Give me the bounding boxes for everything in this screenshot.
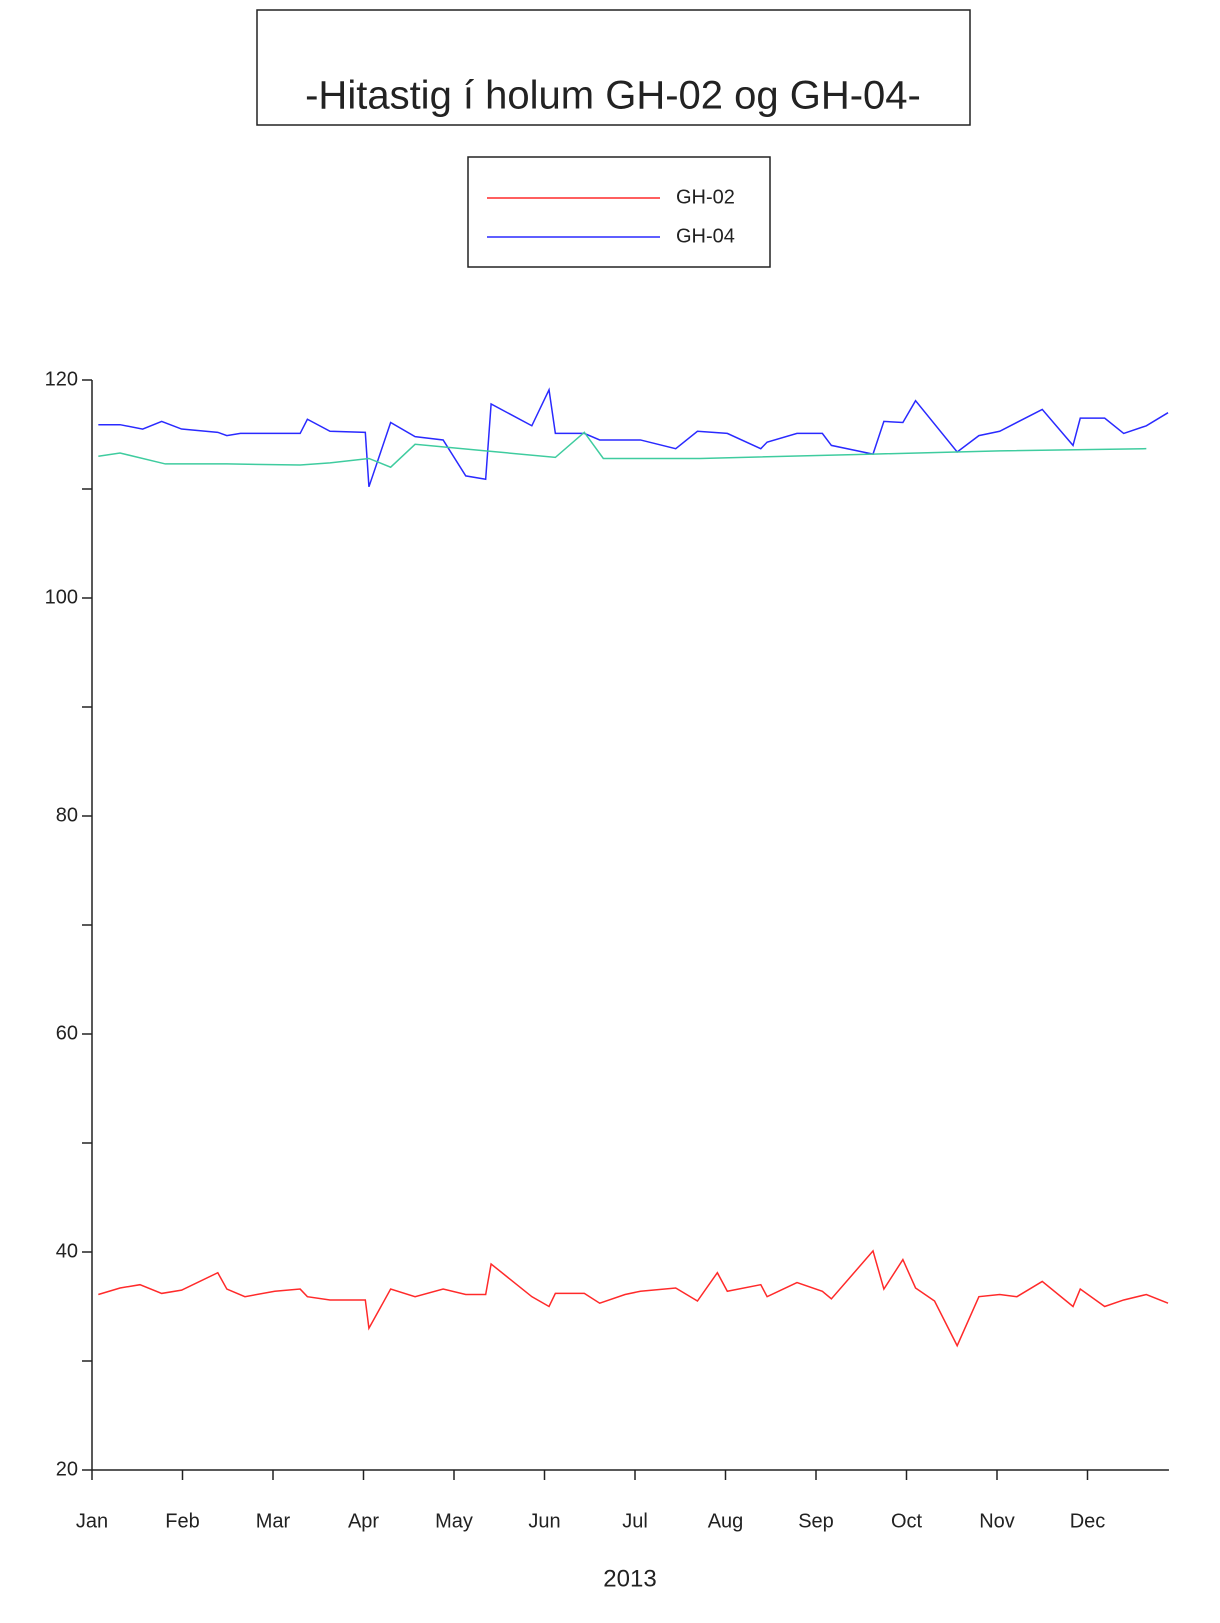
x-tick-label: Sep	[798, 1510, 834, 1532]
chart-title: -Hitastig í holum GH-02 og GH-04-	[305, 74, 921, 118]
y-tick-label: 40	[56, 1240, 78, 1262]
series-line	[98, 387, 1169, 488]
x-tick-label: Dec	[1070, 1510, 1106, 1532]
x-axis-label: 2013	[603, 1565, 656, 1592]
y-tick-label: 80	[56, 804, 78, 826]
x-tick-label: May	[435, 1510, 473, 1532]
x-tick-label: Jun	[528, 1510, 560, 1532]
x-tick-label: Apr	[348, 1510, 379, 1532]
y-tick-label: 100	[45, 586, 78, 608]
x-tick-label: Nov	[979, 1510, 1015, 1532]
x-tick-label: Feb	[165, 1510, 199, 1532]
title-box	[256, 9, 971, 126]
series-line	[98, 431, 1147, 469]
y-tick-label: 60	[56, 1022, 78, 1044]
legend-label: GH-02	[676, 186, 735, 208]
y-tick-label: 20	[56, 1458, 78, 1480]
legend-box	[467, 156, 771, 268]
x-tick-label: Aug	[708, 1510, 744, 1532]
x-tick-label: Jul	[622, 1510, 648, 1532]
y-tick-label: 120	[45, 368, 78, 390]
x-tick-label: Mar	[256, 1510, 291, 1532]
x-tick-label: Oct	[891, 1510, 923, 1532]
legend-label: GH-04	[676, 225, 735, 247]
x-tick-label: Jan	[76, 1510, 108, 1532]
series-line	[98, 1249, 1169, 1348]
